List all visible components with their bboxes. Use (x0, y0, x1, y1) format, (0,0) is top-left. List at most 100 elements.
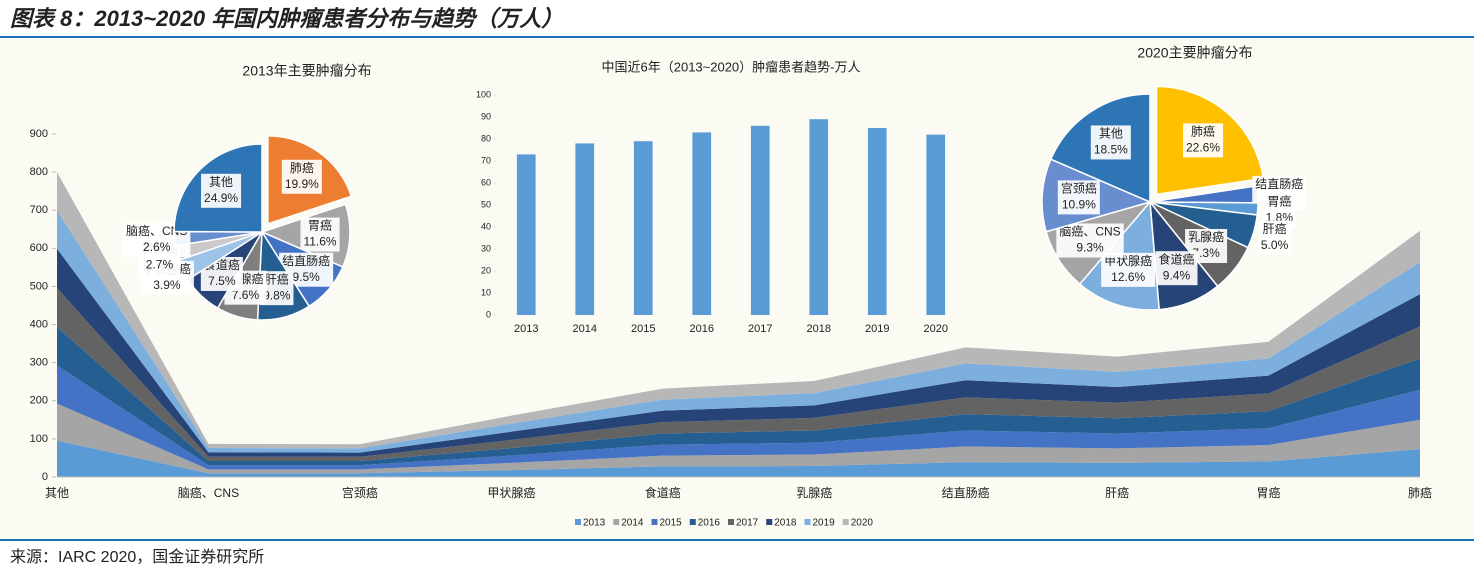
slice-value: 12.6% (1111, 270, 1145, 284)
area (57, 172, 1420, 449)
y-tick-label: 700 (30, 204, 48, 216)
area (57, 365, 1420, 470)
legend-label: 2013 (583, 518, 606, 529)
slice-value: 9.5% (292, 270, 320, 284)
x-tick-label: 食道癌 (645, 485, 681, 500)
bar (575, 143, 595, 315)
y-tick-label: 100 (30, 433, 48, 445)
slice-label: 胃癌 (1267, 194, 1291, 209)
label-bg (1183, 123, 1224, 158)
slice-label: 其他 (1099, 127, 1123, 141)
slice-label: 肝癌 (1263, 221, 1287, 236)
y-tick-label: 0 (42, 471, 48, 483)
x-tick-label: 2019 (865, 323, 889, 335)
slice-label: 乳腺癌 (1188, 229, 1224, 244)
slice-value: 19.9% (285, 177, 319, 191)
area (57, 210, 1420, 453)
y-tick-label: 20 (481, 265, 491, 275)
x-tick-label: 甲状腺癌 (487, 485, 535, 500)
y-tick-label: 50 (481, 199, 491, 209)
x-tick-label: 肺癌 (1408, 485, 1432, 500)
legend-swatch (842, 519, 849, 525)
x-tick-label: 胃癌 (1257, 485, 1281, 500)
y-tick-label: 900 (30, 128, 48, 140)
legend-swatch (689, 519, 696, 525)
slice-value: 22.6% (1186, 141, 1220, 155)
slice-value: 7.3% (1192, 246, 1220, 260)
slice-value: 3.9% (153, 278, 181, 292)
label-bg (1090, 125, 1131, 160)
y-tick-label: 100 (476, 89, 491, 99)
area (57, 287, 1420, 461)
legend-swatch (651, 519, 658, 525)
area (57, 440, 1420, 477)
slice-label: 结直肠癌 (282, 253, 330, 268)
pie-title: 2020主要肿瘤分布 (1137, 45, 1252, 61)
y-tick-label: 40 (481, 221, 491, 231)
y-tick-label: 60 (481, 177, 491, 187)
x-tick-label: 肝癌 (1105, 485, 1129, 500)
legend-swatch (766, 519, 773, 525)
slice-value: 9.8% (263, 288, 291, 302)
legend-label: 2018 (774, 518, 797, 529)
legend-label: 2017 (736, 518, 759, 529)
x-tick-label: 2013 (514, 323, 538, 335)
legend-swatch (804, 519, 811, 525)
legend-label: 2020 (851, 518, 874, 529)
y-tick-label: 500 (30, 280, 48, 292)
label-bg (281, 159, 322, 194)
label-bg (300, 217, 340, 252)
legend-label: 2016 (698, 518, 721, 529)
pie-title: 2013年主要肿瘤分布 (242, 63, 371, 79)
legend-swatch (613, 519, 620, 525)
area (57, 248, 1420, 457)
legend-label: 2015 (660, 518, 683, 529)
y-tick-label: 200 (30, 395, 48, 407)
label-bg (1257, 220, 1292, 255)
legend-label: 2014 (621, 518, 644, 529)
label-bg (1101, 252, 1156, 287)
label-bg (1056, 223, 1124, 258)
y-tick-label: 90 (481, 111, 491, 121)
slice-value: 9.3% (1076, 241, 1104, 255)
slice-value: 9.4% (1163, 268, 1191, 282)
x-tick-label: 2020 (924, 323, 948, 335)
slice-label: 肺癌 (1191, 124, 1215, 139)
y-tick-label: 0 (486, 309, 491, 319)
slice-label: 其他 (209, 175, 233, 189)
slice-label: 脑癌、CNS (126, 223, 187, 238)
slice-value: 18.5% (1094, 143, 1128, 157)
bar (633, 141, 653, 315)
x-tick-label: 2016 (690, 323, 714, 335)
legend-label: 2019 (813, 518, 836, 529)
header-title: 图表 8：2013~2020 年国内肿瘤患者分布与趋势（万人） (10, 6, 563, 31)
slice-value: 11.6% (303, 235, 336, 249)
legend-swatch (728, 519, 734, 525)
slice-value: 7.5% (208, 274, 236, 288)
x-tick-label: 结直肠癌 (942, 485, 990, 500)
bar (750, 125, 770, 315)
slice-label: 胃癌 (308, 218, 332, 233)
legend-swatch (575, 519, 581, 525)
y-tick-label: 600 (30, 242, 48, 254)
area (57, 403, 1420, 474)
slice-label: 肺癌 (290, 160, 314, 175)
slice-value: 10.9% (1062, 198, 1096, 212)
slice-value: 5.0% (1261, 238, 1289, 252)
y-tick-label: 300 (30, 357, 48, 369)
y-tick-label: 80 (481, 133, 491, 143)
slice-value: 2.6% (143, 240, 171, 254)
y-tick-label: 10 (481, 287, 491, 297)
footer-source: 来源：IARC 2020，国金证券研究所 (10, 548, 264, 566)
y-tick-label: 400 (30, 318, 48, 330)
slice-label: 结直肠癌 (1255, 176, 1303, 191)
y-tick-label: 70 (481, 155, 491, 165)
x-tick-label: 2014 (573, 323, 597, 335)
slice-label: 肝癌 (265, 271, 289, 286)
y-tick-label: 30 (481, 243, 491, 253)
label-bg (1155, 251, 1198, 286)
x-tick-label: 宫颈癌 (342, 485, 378, 500)
x-tick-label: 乳腺癌 (796, 485, 832, 500)
slice-label: 食道癌 (1158, 251, 1194, 266)
slice-value: 2.7% (146, 257, 174, 271)
